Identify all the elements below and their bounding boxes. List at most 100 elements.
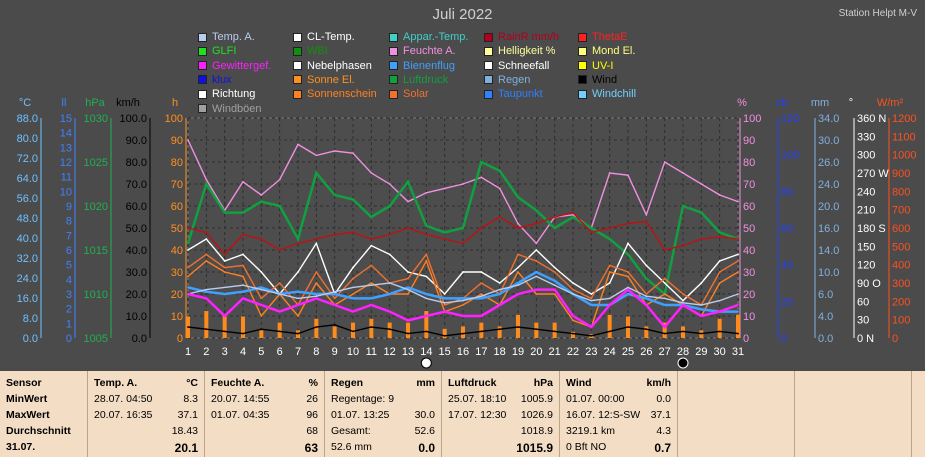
data-point bbox=[608, 172, 611, 174]
axis-tick-pct: 40 bbox=[743, 245, 755, 257]
data-point bbox=[663, 277, 666, 280]
data-point bbox=[370, 304, 373, 306]
data-point bbox=[425, 330, 428, 333]
column-header: Luftdruck bbox=[448, 377, 497, 389]
legend-item: Mond El. bbox=[578, 45, 635, 57]
data-point bbox=[223, 211, 226, 214]
sunshine-bar bbox=[277, 322, 282, 338]
data-point bbox=[260, 297, 263, 300]
axis-tick-wm2: 300 bbox=[892, 278, 910, 290]
data-point bbox=[663, 304, 666, 306]
data-point bbox=[278, 205, 281, 207]
legend-swatch bbox=[198, 61, 207, 71]
data-point bbox=[498, 328, 501, 331]
axis-tick-kmh: 60.0 bbox=[126, 201, 147, 213]
axis-tick-kmh: 90.0 bbox=[126, 135, 147, 147]
legend-swatch bbox=[484, 89, 493, 99]
legend-swatch bbox=[389, 75, 398, 85]
axis-tick-deg: 360 N bbox=[857, 113, 886, 125]
data-point bbox=[627, 174, 629, 177]
data-point bbox=[187, 242, 189, 245]
data-point bbox=[535, 242, 538, 245]
x-tick-label: 20 bbox=[530, 346, 542, 358]
legend-label: UV-I bbox=[592, 59, 614, 72]
x-tick-label: 8 bbox=[313, 346, 319, 358]
data-point bbox=[590, 334, 593, 337]
data-point bbox=[388, 253, 391, 256]
data-point bbox=[425, 253, 428, 256]
data-point bbox=[242, 275, 244, 278]
legend-item: Wind bbox=[578, 74, 617, 86]
axis-tick-ll: 2 bbox=[66, 304, 72, 316]
x-tick-label: 22 bbox=[567, 346, 579, 358]
axis-tick-hpa: 1025 bbox=[84, 157, 108, 169]
data-point bbox=[425, 233, 428, 236]
sunshine-bar bbox=[644, 326, 649, 338]
legend-swatch bbox=[578, 75, 587, 85]
row-label-avg: Durchschnitt bbox=[6, 425, 71, 437]
data-point bbox=[682, 205, 684, 207]
axis-tick-deg: 120 bbox=[857, 260, 875, 272]
data-point bbox=[627, 271, 629, 273]
legend-label: Sonne El. bbox=[307, 73, 355, 86]
data-point bbox=[223, 260, 226, 262]
data-point bbox=[260, 194, 263, 196]
legend-item: Feuchte A. bbox=[389, 45, 456, 57]
month-title: Juli 2022 bbox=[432, 6, 493, 23]
data-point bbox=[700, 238, 703, 240]
data-point bbox=[352, 293, 354, 295]
data-point bbox=[590, 231, 593, 234]
legend-item: Luftdruck bbox=[389, 74, 448, 86]
data-point bbox=[388, 233, 391, 236]
legend-swatch bbox=[484, 75, 493, 85]
data-point bbox=[223, 253, 226, 256]
axis-tick-ll: 7 bbox=[66, 230, 72, 242]
data-point bbox=[572, 315, 574, 317]
data-point bbox=[407, 277, 409, 280]
column-header: Regen bbox=[331, 377, 364, 389]
data-point bbox=[425, 297, 428, 300]
axis-tick-h: 0 bbox=[177, 333, 183, 345]
column-regen: Regen mm Regentage: 9 01.07. 13:25 30.0 Gesam… bbox=[325, 371, 442, 457]
data-point bbox=[663, 326, 666, 328]
data-point bbox=[718, 299, 721, 302]
empty-column bbox=[678, 371, 795, 457]
legend-label: WBI bbox=[307, 45, 328, 58]
legend-swatch bbox=[389, 32, 398, 42]
data-point bbox=[352, 277, 354, 280]
row-label-date: 31.07. bbox=[6, 441, 36, 453]
data-point bbox=[187, 275, 189, 278]
x-tick-label: 13 bbox=[402, 346, 414, 358]
cell-label: Regentage: 9 bbox=[331, 393, 395, 405]
data-point bbox=[352, 231, 354, 234]
legend-label: Regen bbox=[498, 73, 531, 86]
data-point bbox=[443, 297, 446, 300]
data-point bbox=[187, 326, 189, 328]
data-point bbox=[608, 271, 611, 273]
cell-value: 96 bbox=[306, 409, 318, 421]
data-point bbox=[645, 220, 648, 223]
data-point bbox=[737, 271, 739, 273]
data-point bbox=[535, 222, 538, 225]
data-point bbox=[315, 154, 318, 157]
sunshine-bar bbox=[332, 326, 337, 338]
data-point bbox=[333, 290, 336, 293]
legend-label: Taupunkt bbox=[498, 88, 543, 101]
legend-label: Gewittergef. bbox=[212, 59, 272, 72]
cell-value: 0.0 bbox=[418, 441, 435, 455]
data-point bbox=[498, 216, 501, 218]
data-point bbox=[535, 249, 538, 251]
data-point bbox=[553, 279, 556, 282]
sunshine-bar bbox=[534, 322, 539, 338]
axis-tick-h: 30 bbox=[171, 267, 183, 279]
axis-tick-deg: 90 O bbox=[857, 278, 881, 290]
legend-label: CL-Temp. bbox=[307, 31, 355, 43]
axis-unit-cb: cb bbox=[776, 97, 788, 109]
data-point bbox=[682, 304, 684, 306]
axis-tick-h: 40 bbox=[171, 245, 183, 257]
data-point bbox=[297, 238, 299, 240]
axis-tick-h: 10 bbox=[171, 311, 183, 323]
data-point bbox=[187, 249, 189, 251]
axis-tick-mm: 34.0 bbox=[818, 113, 839, 125]
cell-value: 1005.9 bbox=[520, 393, 553, 405]
